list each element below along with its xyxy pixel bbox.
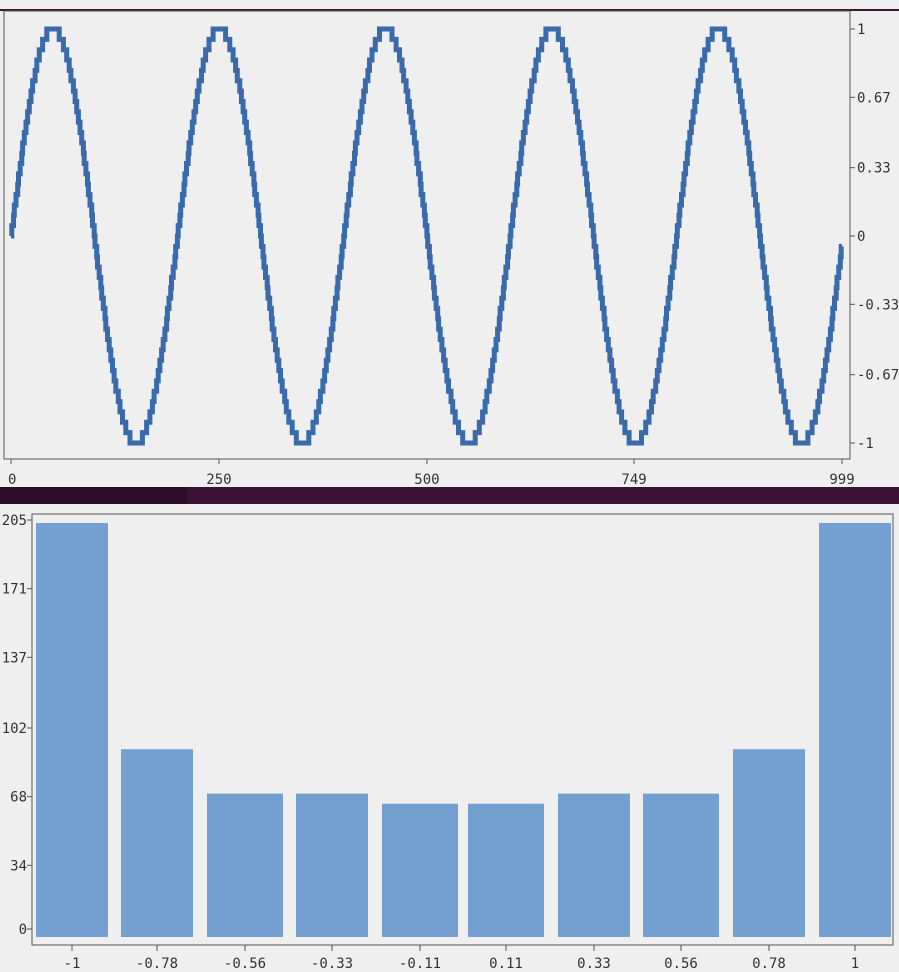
line-x-tick-label: 749 [621,472,646,487]
panel-divider-segment [0,487,187,504]
bar-x-tick-label: 0.33 [577,956,611,972]
bar-y-tick-label: 171 [2,582,27,598]
line-y-tick-label: 0 [857,229,865,245]
bar-y-tick-label: 205 [2,513,27,529]
bar-x-tick-label: 0.11 [489,956,523,972]
line-x-tick-label: 250 [206,472,231,487]
histogram-bar [36,523,108,937]
top-strip [0,0,899,11]
histogram-bar [468,803,544,937]
line-y-tick-label: 1 [857,22,865,38]
line-x-tick-label: 999 [829,472,854,487]
bar-y-axis: 0 34 68 102 137 171 205 [2,513,32,938]
histogram-bar [643,793,719,937]
line-y-tick-label: 0.33 [857,161,891,177]
bar-x-tick-label: -0.78 [136,956,178,972]
line-y-tick-label: 0.67 [857,90,891,106]
line-chart: 1 0.67 0.33 0 -0.33 -0.67 -1 0 250 500 749 999 [3,10,899,487]
bar-plot-frame [31,513,894,946]
histogram-bar [121,749,193,937]
histogram-bar [819,523,891,937]
histogram-bar [296,793,368,937]
line-x-axis: 0 250 500 749 999 [8,459,855,487]
bar-x-axis: -1 -0.78 -0.56 -0.33 -0.11 0.11 0.33 0.56 0.78 1 [64,945,859,972]
panel-divider [0,487,899,504]
sine-series-line [9,26,844,446]
bar-x-tick-label: -0.33 [311,956,353,972]
line-x-tick-label: 0 [8,472,16,487]
bar-y-tick-label: 102 [2,721,27,737]
histogram-bar [558,793,630,937]
bar-x-tick-label: 0.56 [664,956,698,972]
line-x-tick-label: 500 [414,472,439,487]
line-y-axis: 1 0.67 0.33 0 -0.33 -0.67 -1 [850,22,899,452]
line-y-tick-label: -1 [857,436,874,452]
bar-y-tick-label: 34 [10,858,27,874]
bar-series-group [36,523,891,937]
bar-x-tick-label: 1 [851,956,859,972]
bar-x-tick-label: -0.11 [399,956,441,972]
bar-y-tick-label: 68 [10,790,27,806]
bar-x-tick-label: 0.78 [752,956,786,972]
line-series-group [9,26,844,446]
histogram-bar [207,793,283,937]
line-y-tick-label: -0.67 [857,368,899,384]
histogram-bar [733,749,805,937]
line-y-tick-label: -0.33 [857,297,899,313]
bar-y-tick-label: 0 [19,922,27,938]
histogram-bar [382,803,458,937]
top-border [0,9,899,11]
bar-x-tick-label: -1 [64,956,81,972]
bar-x-tick-label: -0.56 [224,956,266,972]
bar-y-tick-label: 137 [2,650,27,666]
